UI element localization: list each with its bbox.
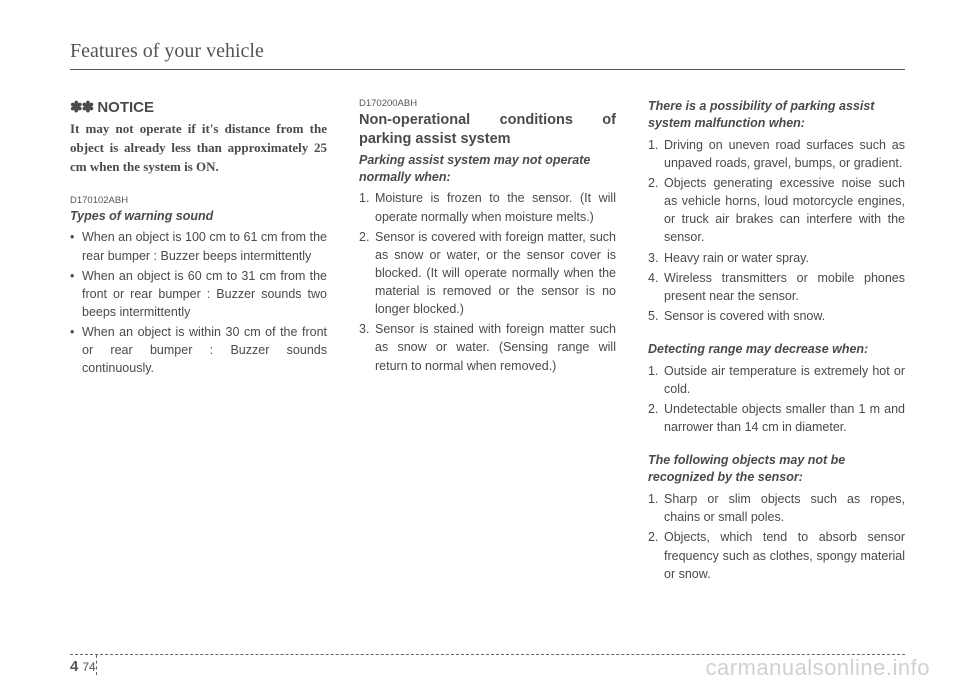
column-3: There is a possibility of parking assist… — [648, 98, 905, 599]
notice-title: NOTICE — [97, 99, 154, 116]
notice-heading: ✽✽ NOTICE — [70, 98, 327, 116]
list-item: Sensor is stained with foreign matter su… — [359, 320, 616, 374]
watermark: carmanualsonline.info — [705, 655, 930, 681]
nonop-heading: Non-operational conditions of parking as… — [359, 111, 616, 149]
notice-mark: ✽✽ — [70, 99, 93, 116]
range-block: Detecting range may decrease when: Outsi… — [648, 341, 905, 436]
not-recognized-block: The following objects may not be recogni… — [648, 452, 905, 582]
list-item: Wireless transmitters or mobile phones p… — [648, 269, 905, 305]
list-item: When an object is within 30 cm of the fr… — [70, 323, 327, 377]
page-num: 74 — [82, 660, 95, 674]
page-number: 4 74 — [70, 658, 96, 675]
list-item: Objects generating excessive noise such … — [648, 174, 905, 247]
warning-sound-heading: Types of warning sound — [70, 208, 327, 225]
list-item: When an object is 60 cm to 31 cm from th… — [70, 267, 327, 321]
range-heading: Detecting range may decrease when: — [648, 341, 905, 358]
list-item: Sharp or slim objects such as ropes, cha… — [648, 490, 905, 526]
nonop-subhead: Parking assist system may not operate no… — [359, 152, 616, 186]
content-columns: ✽✽ NOTICE It may not operate if it's dis… — [70, 98, 905, 599]
nonop-list: Moisture is frozen to the sensor. (It wi… — [359, 189, 616, 374]
not-recognized-heading: The following objects may not be recogni… — [648, 452, 905, 486]
range-list: Outside air temperature is extremely hot… — [648, 362, 905, 437]
column-2: D170200ABH Non-operational conditions of… — [359, 98, 616, 599]
section-number: 4 — [70, 658, 78, 675]
warning-sound-list: When an object is 100 cm to 61 cm from t… — [70, 228, 327, 377]
column-1: ✽✽ NOTICE It may not operate if it's dis… — [70, 98, 327, 599]
list-item: Moisture is frozen to the sensor. (It wi… — [359, 189, 616, 225]
list-item: When an object is 100 cm to 61 cm from t… — [70, 228, 327, 264]
list-item: Driving on uneven road surfaces such as … — [648, 136, 905, 172]
page-header: Features of your vehicle — [70, 40, 905, 70]
list-item: Sensor is covered with foreign matter, s… — [359, 228, 616, 319]
malfunction-heading: There is a possibility of parking assist… — [648, 98, 905, 132]
page: Features of your vehicle ✽✽ NOTICE It ma… — [0, 0, 960, 689]
malfunction-list: Driving on uneven road surfaces such as … — [648, 136, 905, 325]
footer-side-dash — [96, 655, 97, 675]
list-item: Undetectable objects smaller than 1 m an… — [648, 400, 905, 436]
list-item: Outside air temperature is extremely hot… — [648, 362, 905, 398]
malfunction-block: There is a possibility of parking assist… — [648, 98, 905, 325]
section-code: D170102ABH — [70, 195, 327, 206]
notice-body: It may not operate if it's distance from… — [70, 120, 327, 177]
list-item: Objects, which tend to absorb sensor fre… — [648, 528, 905, 582]
not-recognized-list: Sharp or slim objects such as ropes, cha… — [648, 490, 905, 583]
list-item: Sensor is covered with snow. — [648, 307, 905, 325]
section-code: D170200ABH — [359, 98, 616, 109]
list-item: Heavy rain or water spray. — [648, 249, 905, 267]
